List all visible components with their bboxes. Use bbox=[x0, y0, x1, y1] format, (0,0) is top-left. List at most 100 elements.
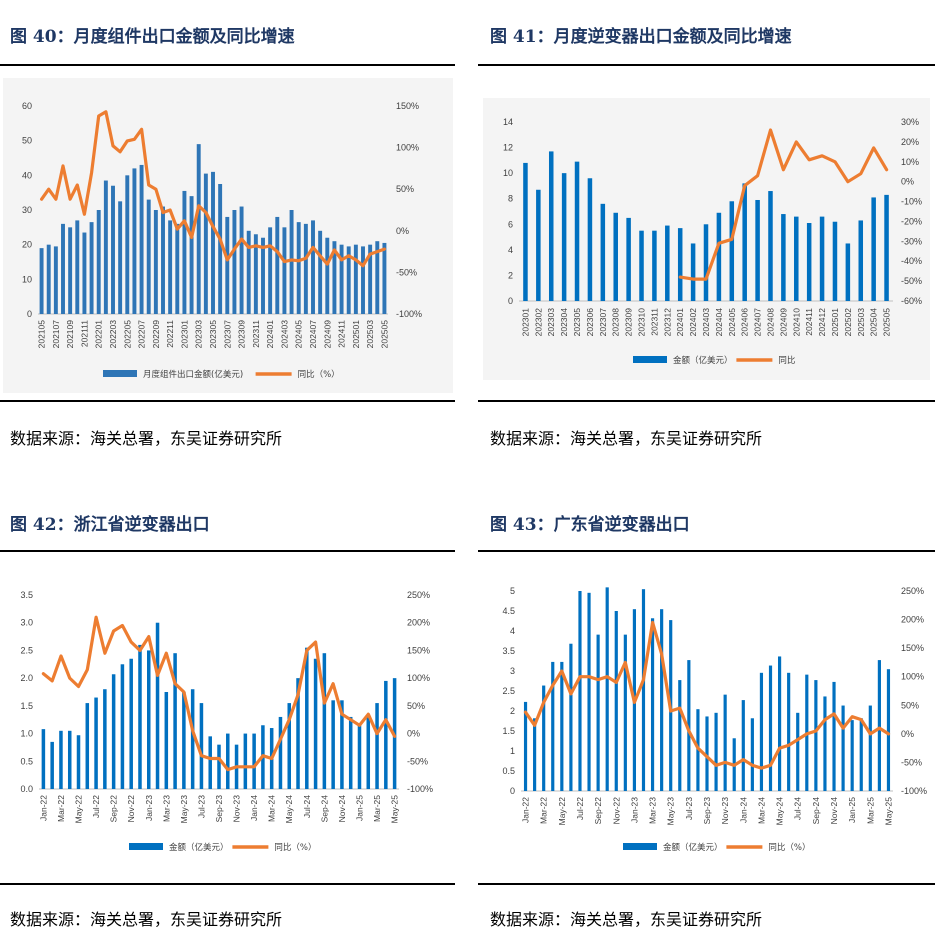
bar bbox=[318, 230, 323, 314]
x-tick-label: May-23 bbox=[179, 795, 189, 824]
bar bbox=[523, 701, 528, 791]
bar bbox=[146, 199, 151, 314]
x-tick-label: Jan-25 bbox=[847, 797, 857, 823]
bar bbox=[311, 220, 315, 314]
x-tick-label: 202203 bbox=[108, 320, 118, 349]
x-tick-label: 202408 bbox=[765, 308, 775, 337]
x-tick-label: 202401 bbox=[675, 308, 685, 337]
left-tick-label: 2.5 bbox=[502, 686, 515, 696]
bar bbox=[841, 705, 845, 791]
left-tick-label: 2 bbox=[508, 270, 513, 280]
bar bbox=[118, 201, 123, 314]
x-tick-label: 202311 bbox=[649, 308, 659, 336]
bar bbox=[111, 674, 116, 789]
left-tick-label: 0.5 bbox=[20, 756, 33, 766]
bar bbox=[85, 703, 90, 789]
x-tick-label: 202211 bbox=[165, 320, 175, 348]
x-tick-label: 202205 bbox=[122, 320, 132, 349]
left-tick-label: 12 bbox=[503, 143, 513, 153]
x-tick-label: 202409 bbox=[778, 308, 788, 337]
legend-bar-label: 金额（亿美元） bbox=[673, 355, 733, 366]
right-tick-label: 0% bbox=[396, 226, 409, 236]
bar bbox=[196, 144, 201, 314]
yoy-line bbox=[523, 620, 891, 770]
bar bbox=[132, 168, 137, 314]
bar bbox=[858, 220, 864, 301]
bar bbox=[523, 162, 528, 301]
x-tick-label: 202305 bbox=[208, 320, 218, 349]
right-tick-label: -30% bbox=[901, 236, 922, 246]
x-tick-label: May-22 bbox=[557, 797, 567, 826]
legend-bar-swatch bbox=[633, 356, 667, 363]
legend-bar-swatch bbox=[103, 370, 137, 377]
left-tick-label: 5 bbox=[510, 586, 515, 596]
x-tick-label: Sep-23 bbox=[214, 795, 224, 823]
chart-area: 0 2 4 6 8 10 12 14 -60% -50% -40% -30% -20% -10% 0% 10%… bbox=[483, 98, 930, 380]
right-tick-label: -50% bbox=[901, 757, 922, 767]
bar bbox=[690, 243, 696, 301]
x-tick-label: 202310 bbox=[637, 308, 647, 337]
bar bbox=[125, 175, 130, 314]
bar bbox=[68, 227, 73, 314]
title-rule bbox=[0, 550, 455, 552]
bar bbox=[331, 700, 335, 789]
x-tick-label: 202503 bbox=[856, 308, 866, 337]
figure-41: 图 41：月度逆变器出口金额及同比增速 0 2 4 6 8 10 12 14 -60% -50% -… bbox=[478, 0, 935, 460]
title-rule bbox=[0, 64, 455, 66]
x-tick-label: 202301 bbox=[520, 308, 530, 337]
bar bbox=[796, 712, 800, 791]
bar bbox=[375, 703, 379, 789]
x-tick-label: Sep-23 bbox=[702, 797, 712, 825]
chart-area: 0.0 0.5 1.0 1.5 2.0 2.5 3.0 3.5 -100% -50% 0% 50% 10… bbox=[3, 583, 453, 873]
right-tick-label: 150% bbox=[396, 101, 419, 111]
title-rule bbox=[478, 550, 935, 552]
bar bbox=[182, 692, 186, 789]
x-tick-label: Jan-24 bbox=[738, 797, 748, 823]
x-tick-label: 202501 bbox=[351, 320, 361, 349]
legend-bar-swatch bbox=[623, 843, 657, 850]
legend-bar-label: 月度组件出口金额(亿美元) bbox=[143, 369, 243, 380]
bar bbox=[578, 591, 582, 791]
right-tick-label: 20% bbox=[901, 137, 919, 147]
right-tick-label: -50% bbox=[901, 276, 922, 286]
source-rule bbox=[0, 883, 455, 885]
bar bbox=[542, 685, 546, 791]
bar bbox=[287, 703, 291, 789]
right-tick-label: -60% bbox=[901, 296, 922, 306]
bar bbox=[768, 665, 773, 791]
bar bbox=[533, 718, 537, 791]
bar bbox=[794, 216, 799, 301]
right-tick-label: -100% bbox=[407, 784, 433, 794]
bar bbox=[103, 689, 107, 789]
bar bbox=[626, 217, 631, 301]
bar bbox=[138, 644, 142, 789]
x-tick-label: Jul-22 bbox=[91, 795, 101, 818]
bar bbox=[39, 248, 44, 314]
left-tick-label: 10 bbox=[503, 168, 513, 178]
bar bbox=[871, 197, 876, 301]
x-tick-label: 202109 bbox=[65, 320, 75, 349]
bar bbox=[850, 720, 854, 791]
right-tick-label: -20% bbox=[901, 216, 922, 226]
right-tick-label: 200% bbox=[901, 615, 924, 625]
right-tick-label: 100% bbox=[407, 673, 430, 683]
bar bbox=[103, 180, 108, 314]
x-tick-label: Jan-22 bbox=[521, 797, 531, 823]
bar bbox=[716, 212, 722, 301]
bar bbox=[94, 697, 98, 789]
x-tick-label: Jan-24 bbox=[249, 795, 259, 821]
right-tick-label: 100% bbox=[901, 672, 924, 682]
x-tick-label: 202309 bbox=[237, 320, 247, 349]
left-tick-label: 0.5 bbox=[502, 766, 515, 776]
bar bbox=[161, 206, 165, 314]
x-tick-label: Sep-22 bbox=[593, 797, 603, 825]
bar bbox=[859, 718, 863, 791]
bar bbox=[164, 692, 169, 789]
bar bbox=[340, 700, 344, 789]
x-tick-label: 202501 bbox=[830, 308, 840, 337]
right-tick-label: -10% bbox=[901, 197, 922, 207]
figure-title: 图 40：月度组件出口金额及同比增速 bbox=[10, 27, 295, 47]
x-tick-label: 202407 bbox=[308, 320, 318, 349]
x-tick-label: Mar-25 bbox=[372, 795, 382, 822]
x-tick-label: 202306 bbox=[585, 308, 595, 337]
